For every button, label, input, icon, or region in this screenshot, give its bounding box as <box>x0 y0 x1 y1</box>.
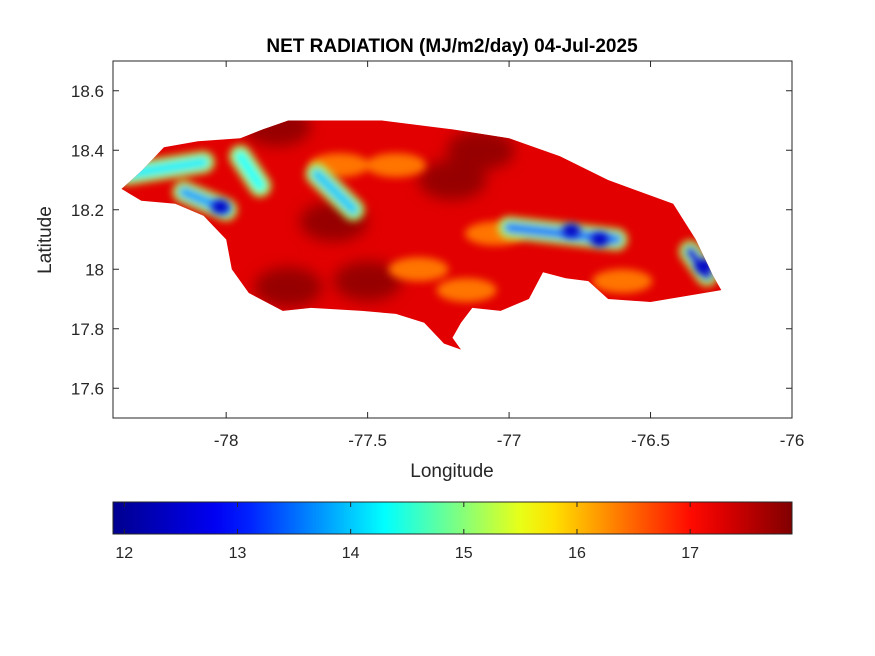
x-tick-label: -76.5 <box>631 431 670 450</box>
chart-title: NET RADIATION (MJ/m2/day) 04-Jul-2025 <box>266 36 638 57</box>
colorbar-tick-label: 12 <box>115 545 133 562</box>
hot-core <box>243 120 312 147</box>
x-tick-label: -76 <box>780 431 805 450</box>
cold-core <box>211 199 230 214</box>
colorbar-tick-label: 15 <box>455 545 473 562</box>
y-tick-label: 17.6 <box>71 379 104 398</box>
colorbar-tick-label: 14 <box>342 545 360 562</box>
x-axis-ticks: -78 -77.5 -77 -76.5 -76 <box>214 61 804 450</box>
y-axis-ticks: 17.6 17.8 18 18.2 18.4 18.6 <box>71 82 792 398</box>
y-axis-label: Latitude <box>35 206 56 274</box>
warm-patch <box>388 257 449 282</box>
colorbar-tick-label: 16 <box>568 545 586 562</box>
y-tick-label: 18 <box>85 260 104 279</box>
cold-core-group <box>211 199 714 274</box>
x-tick-label: -77.5 <box>348 431 387 450</box>
colorbar-tick-label: 13 <box>229 545 247 562</box>
hot-core <box>446 130 515 171</box>
y-tick-label: 18.6 <box>71 82 104 101</box>
warm-patch <box>365 153 426 178</box>
y-tick-label: 17.8 <box>71 320 104 339</box>
colorbar-tick-label: 17 <box>681 545 699 562</box>
hot-core <box>418 160 487 200</box>
hot-core <box>254 267 323 308</box>
x-tick-label: -77 <box>497 431 522 450</box>
x-axis-label: Longitude <box>410 461 493 482</box>
cool-streak <box>234 150 266 192</box>
colorbar <box>112 501 793 535</box>
hot-core <box>333 261 402 302</box>
hot-core-group <box>243 120 515 308</box>
x-tick-label: -78 <box>214 431 239 450</box>
y-tick-label: 18.2 <box>71 201 104 220</box>
cold-core <box>590 232 609 247</box>
warm-patch <box>436 278 497 303</box>
cold-core <box>562 223 581 238</box>
cool-streak <box>311 168 359 216</box>
warm-patch <box>592 269 653 294</box>
y-tick-label: 18.4 <box>71 141 104 160</box>
colorbar-ticks: 12 13 14 15 16 17 <box>115 502 699 562</box>
